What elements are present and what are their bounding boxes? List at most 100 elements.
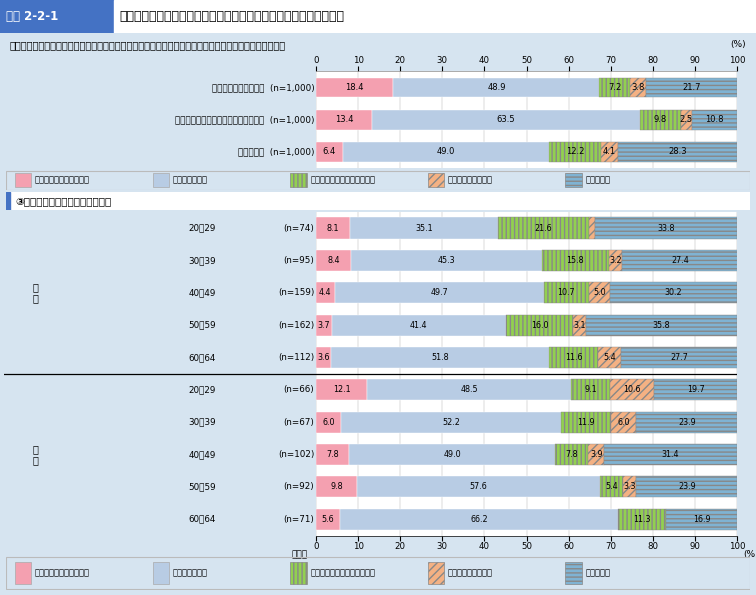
Bar	[350, 218, 498, 239]
Bar	[367, 380, 572, 400]
Text: 16.9: 16.9	[692, 515, 711, 524]
Text: ③その他の者　性別・年齢階級別: ③その他の者 性別・年齢階級別	[15, 196, 111, 206]
Text: 3.3: 3.3	[623, 483, 636, 491]
Bar	[343, 142, 550, 162]
Text: 48.5: 48.5	[460, 386, 478, 394]
Bar	[316, 509, 339, 530]
Text: 13.4: 13.4	[335, 115, 354, 124]
Text: あまり助けたいとは思わない: あまり助けたいとは思わない	[310, 568, 375, 578]
Bar	[600, 477, 622, 497]
Bar	[290, 173, 307, 187]
Text: 6.4: 6.4	[323, 147, 336, 156]
Text: 5.4: 5.4	[603, 353, 616, 362]
Bar	[598, 347, 621, 368]
Bar	[15, 173, 31, 187]
Text: 10.7: 10.7	[557, 288, 575, 298]
Text: 9.8: 9.8	[654, 115, 667, 124]
Bar	[561, 412, 611, 433]
Bar	[339, 509, 618, 530]
Text: (%): (%)	[730, 40, 746, 49]
Text: (n=162): (n=162)	[278, 321, 314, 330]
Bar	[565, 562, 582, 584]
Text: (n=159): (n=159)	[278, 288, 314, 298]
Text: 31.4: 31.4	[662, 450, 680, 459]
Text: (n=66): (n=66)	[284, 386, 314, 394]
Bar	[316, 380, 367, 400]
Text: (n=74): (n=74)	[284, 224, 314, 233]
Bar	[0, 0, 114, 33]
Text: 2.5: 2.5	[680, 115, 693, 124]
Text: 12.2: 12.2	[565, 147, 584, 156]
Text: 助けたいと思わない: 助けたいと思わない	[448, 176, 493, 185]
Bar	[646, 77, 737, 98]
Text: (%): (%)	[743, 550, 756, 559]
Bar	[595, 218, 737, 239]
Bar	[428, 562, 445, 584]
Bar	[0, 0, 114, 33]
Text: 助けたいと思う: 助けたいと思う	[172, 568, 208, 578]
Text: 18.4: 18.4	[345, 83, 364, 92]
Bar	[153, 173, 169, 187]
Text: 50～59: 50～59	[188, 483, 216, 491]
Bar	[316, 218, 350, 239]
Bar	[621, 347, 738, 368]
Text: 3.2: 3.2	[609, 256, 621, 265]
Bar	[666, 509, 737, 530]
Bar	[611, 412, 637, 433]
Bar	[622, 250, 738, 271]
Text: 28.3: 28.3	[668, 147, 687, 156]
Bar	[600, 77, 630, 98]
Text: 7.2: 7.2	[608, 83, 621, 92]
Text: 33.8: 33.8	[657, 224, 674, 233]
Bar	[393, 77, 600, 98]
Text: 35.1: 35.1	[415, 224, 433, 233]
Text: 積極的に助けたいと思う: 積極的に助けたいと思う	[35, 568, 90, 578]
Bar	[316, 109, 373, 130]
Text: 23.9: 23.9	[678, 418, 696, 427]
Text: 女
性: 女 性	[32, 444, 38, 465]
Text: 【設問】あなたの居住地や職場に障害や病気を抱えていて困っている人がいたら助けたいと思いますか。: 【設問】あなたの居住地や職場に障害や病気を抱えていて困っている人がいたら助けたい…	[10, 40, 286, 51]
Text: 9.1: 9.1	[584, 386, 596, 394]
Text: 4.4: 4.4	[319, 288, 332, 298]
Bar	[605, 444, 736, 465]
Text: わからない: わからない	[586, 176, 611, 185]
Text: 5.0: 5.0	[593, 288, 606, 298]
Bar	[565, 173, 582, 187]
Bar	[153, 562, 169, 584]
Text: 52.2: 52.2	[442, 418, 460, 427]
Bar	[316, 315, 332, 336]
Bar	[609, 250, 622, 271]
Text: 19.7: 19.7	[686, 386, 705, 394]
Text: 35.8: 35.8	[653, 321, 671, 330]
Bar	[637, 477, 737, 497]
Bar	[609, 380, 654, 400]
Bar	[6, 192, 10, 210]
Bar	[544, 282, 589, 303]
Bar	[352, 250, 542, 271]
Text: (n=102): (n=102)	[278, 450, 314, 459]
Bar	[630, 77, 646, 98]
Bar	[610, 282, 737, 303]
Text: 図表 2-2-1: 図表 2-2-1	[6, 10, 58, 23]
Text: 3.1: 3.1	[574, 321, 586, 330]
Bar	[588, 444, 605, 465]
Text: 6.0: 6.0	[618, 418, 630, 427]
Bar	[618, 142, 737, 162]
Text: 49.7: 49.7	[430, 288, 448, 298]
Bar	[692, 109, 737, 130]
Text: 8.1: 8.1	[327, 224, 339, 233]
Text: (n=71): (n=71)	[284, 515, 314, 524]
Bar	[15, 562, 31, 584]
Bar	[572, 380, 609, 400]
Bar	[316, 477, 358, 497]
Bar	[332, 315, 506, 336]
Text: 3.9: 3.9	[590, 450, 603, 459]
Text: 20～29: 20～29	[189, 224, 216, 233]
Bar	[589, 282, 610, 303]
Text: 66.2: 66.2	[470, 515, 488, 524]
Bar	[640, 109, 681, 130]
Text: 12.1: 12.1	[333, 386, 350, 394]
Text: 6.0: 6.0	[322, 418, 335, 427]
Text: あまり助けたいとは思わない: あまり助けたいとは思わない	[310, 176, 375, 185]
Text: 3.7: 3.7	[318, 321, 330, 330]
